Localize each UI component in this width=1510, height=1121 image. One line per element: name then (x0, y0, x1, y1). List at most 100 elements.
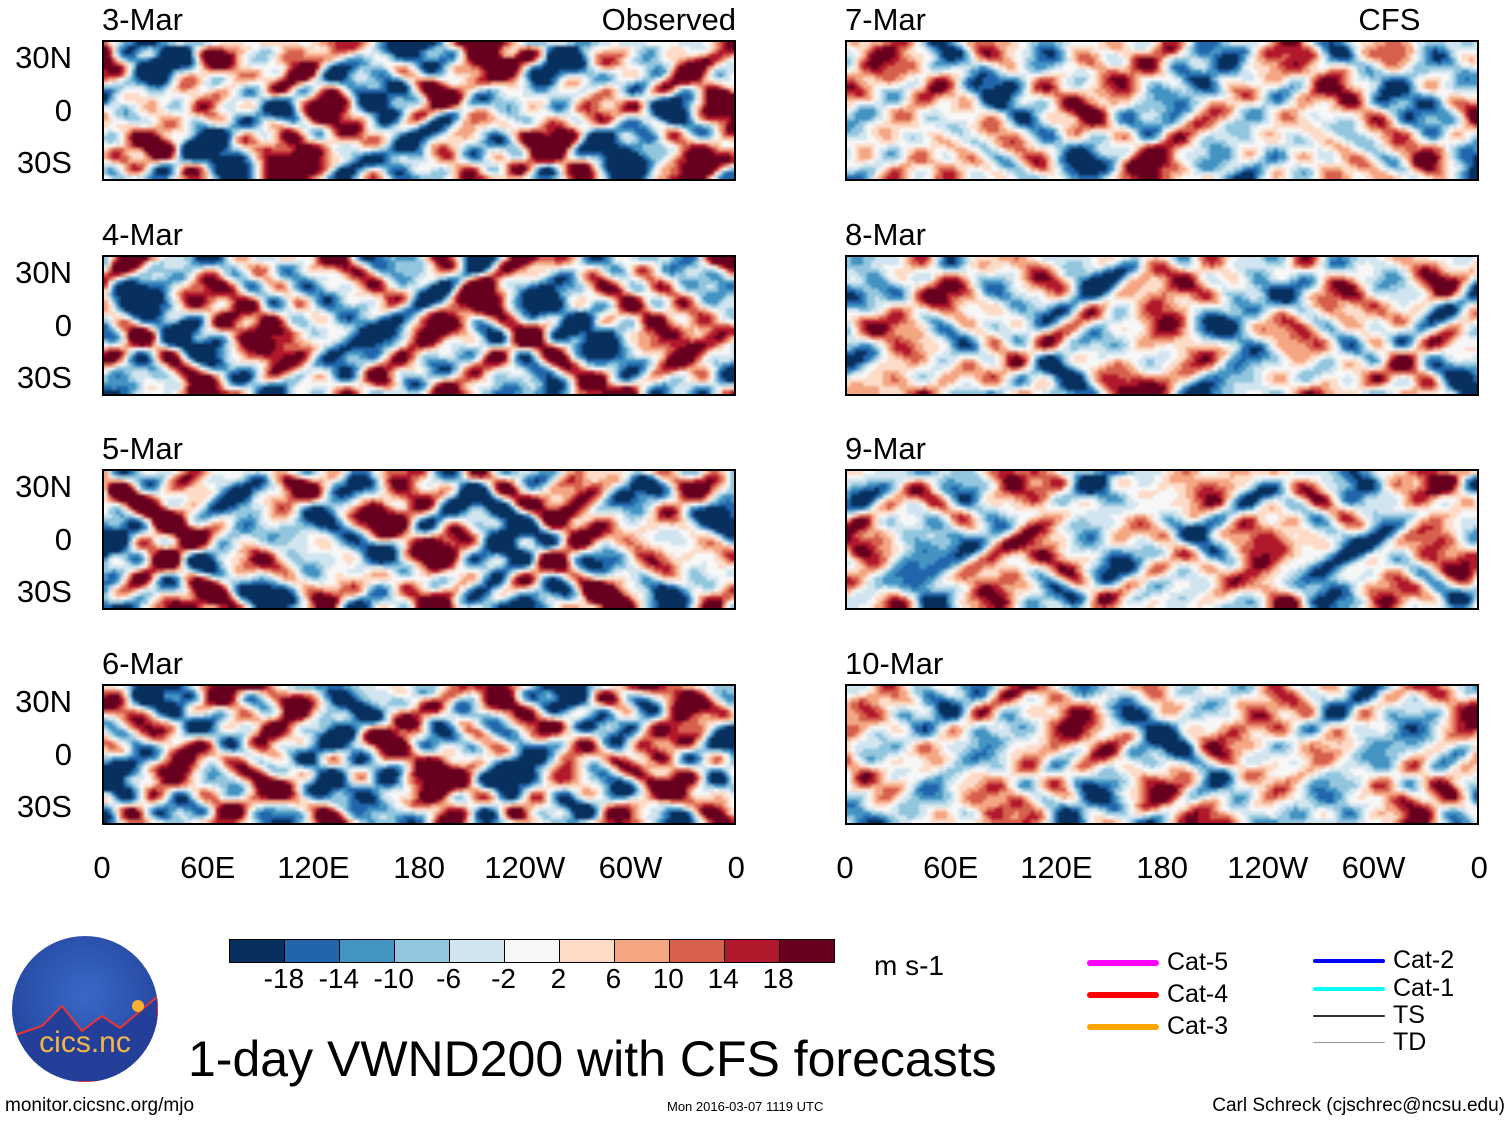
units-label: m s-1 (874, 950, 944, 981)
y-tick-label: 30S (16, 789, 72, 824)
x-tick-label: 60E (923, 850, 979, 885)
vwnd-field (104, 257, 734, 394)
vwnd-field (847, 686, 1477, 823)
colorbar-tick-label: 14 (707, 963, 739, 994)
y-tick-label: 0 (54, 92, 72, 128)
x-tick-label: 120W (484, 850, 566, 885)
panel-date-label: 4-Mar (102, 217, 183, 252)
legend-item: Cat-2 (1313, 946, 1454, 975)
vwnd-field (847, 42, 1477, 179)
legend-line (1313, 1014, 1385, 1017)
column-header: Observed (601, 2, 736, 37)
legend-item: TS (1313, 1001, 1425, 1030)
colorbar-tick-label: -2 (491, 963, 516, 994)
legend-label: TS (1393, 1001, 1425, 1029)
legend-item: TD (1313, 1028, 1426, 1057)
y-tick-label: 30S (16, 574, 72, 609)
y-tick-label: 30N (15, 469, 72, 504)
y-tick-label: 0 (54, 736, 72, 772)
panel-date-label: 8-Mar (845, 217, 926, 252)
x-tick-label: 120E (277, 850, 350, 885)
title: 1-day VWND200 with CFS forecasts (188, 1031, 997, 1087)
colorbar-tick-label: -10 (373, 963, 414, 994)
map-panel (102, 255, 736, 396)
vwnd-field (104, 471, 734, 608)
legend-item: Cat-3 (1087, 1012, 1228, 1041)
map-panel (845, 469, 1479, 610)
colorbar-tick-label: 18 (762, 963, 794, 994)
map-panel (845, 255, 1479, 396)
legend-label: Cat-2 (1393, 946, 1455, 974)
legend-line (1313, 986, 1385, 991)
colorbar-swatch (615, 940, 670, 962)
y-tick-label: 0 (54, 307, 72, 343)
legend-label: Cat-4 (1167, 980, 1229, 1008)
colorbar-swatch (285, 940, 340, 962)
vwnd-field (104, 686, 734, 823)
x-tick-label: 0 (727, 850, 745, 885)
panel-date-label: 10-Mar (845, 646, 944, 681)
y-tick-label: 30N (15, 40, 72, 75)
colorbar-swatch (340, 940, 395, 962)
footer-author: Carl Schreck (cjschrec@ncsu.edu) (1212, 1095, 1505, 1116)
panel-date-label: 6-Mar (102, 646, 183, 681)
colorbar-swatch (780, 940, 834, 962)
footer-timestamp: Mon 2016-03-07 1119 UTC (667, 1099, 824, 1114)
map-panel (845, 40, 1479, 181)
map-panel (102, 684, 736, 825)
y-tick-label: 30N (15, 255, 72, 290)
x-tick-label: 0 (93, 850, 111, 885)
vwnd-field (847, 471, 1477, 608)
legend-line (1087, 1023, 1159, 1030)
map-panel (845, 684, 1479, 825)
legend-item: Cat-1 (1313, 974, 1454, 1003)
panel-date-label: 5-Mar (102, 431, 183, 466)
colorbar-swatch (395, 940, 450, 962)
panel-date-label: 3-Mar (102, 2, 183, 37)
x-tick-label: 180 (393, 850, 445, 885)
colorbar-tick-label: -6 (436, 963, 462, 994)
panel-date-label: 7-Mar (845, 2, 926, 37)
legend-line (1313, 1042, 1385, 1043)
footer-url: monitor.cicsnc.org/mjo (5, 1095, 195, 1116)
x-tick-label: 60W (1341, 850, 1406, 885)
colorbar-tick-label: 6 (605, 963, 622, 994)
colorbar-swatch (560, 940, 615, 962)
colorbar-swatch (725, 940, 780, 962)
legend-line (1087, 959, 1159, 966)
y-tick-label: 30S (16, 145, 72, 180)
legend-line (1313, 958, 1385, 963)
legend-label: Cat-5 (1167, 948, 1229, 976)
legend-label: Cat-1 (1393, 974, 1455, 1002)
legend-line (1087, 991, 1159, 998)
legend-item: Cat-4 (1087, 980, 1228, 1009)
y-tick-label: 0 (54, 521, 72, 557)
x-tick-label: 180 (1136, 850, 1188, 885)
map-panel (102, 469, 736, 610)
colorbar-swatch (450, 940, 505, 962)
vwnd-field (104, 42, 734, 179)
colorbar-tick-label: -18 (263, 963, 305, 994)
colorbar-tick-label: -14 (318, 963, 360, 994)
colorbar (229, 939, 835, 963)
cicsnc-logo: cics.nc (12, 936, 158, 1082)
colorbar-tick-label: 2 (550, 963, 567, 994)
colorbar-swatch (505, 940, 560, 962)
legend-item: Cat-5 (1087, 948, 1228, 977)
panel-date-label: 9-Mar (845, 431, 926, 466)
y-tick-label: 30N (15, 684, 72, 719)
legend-label: TD (1393, 1028, 1427, 1056)
mountain-icon (12, 994, 158, 1082)
y-tick-label: 30S (16, 360, 72, 395)
colorbar-tick-label: 10 (652, 963, 684, 994)
x-tick-label: 0 (836, 850, 854, 885)
x-tick-label: 60W (598, 850, 663, 885)
x-tick-label: 120E (1020, 850, 1093, 885)
x-tick-label: 60E (180, 850, 236, 885)
legend-label: Cat-3 (1167, 1012, 1229, 1040)
vwnd-field (847, 257, 1477, 394)
colorbar-swatch (230, 940, 285, 962)
x-tick-label: 0 (1470, 850, 1488, 885)
x-tick-label: 120W (1227, 850, 1309, 885)
